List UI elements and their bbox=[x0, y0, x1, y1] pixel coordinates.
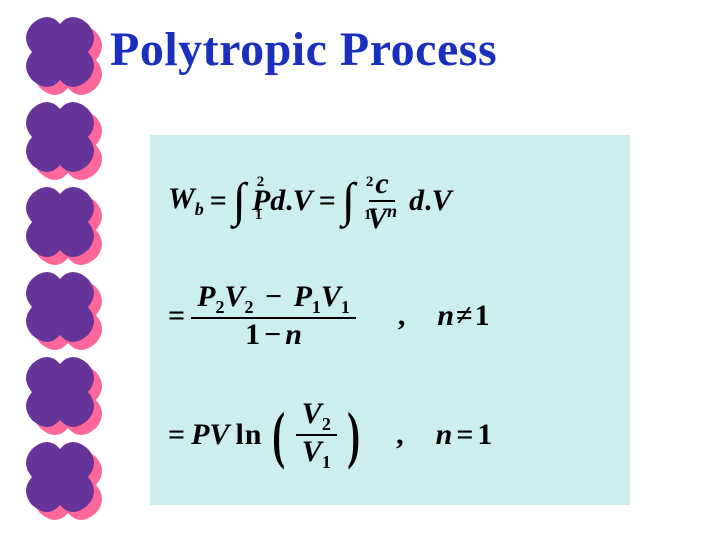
leaf-front-icon bbox=[20, 95, 100, 180]
slide: Polytropic Process Wb = ∫12 Pd.V = ∫12 c… bbox=[0, 0, 720, 540]
equation-box: Wb = ∫12 Pd.V = ∫12 c Vn d.V = P2V2 − P1… bbox=[150, 135, 630, 505]
equals: = bbox=[168, 299, 185, 333]
bullet-decoration bbox=[20, 10, 100, 520]
bullet-item bbox=[20, 350, 100, 435]
bullet-item bbox=[20, 435, 100, 520]
condition: n=1 bbox=[436, 418, 493, 452]
equals: = bbox=[168, 418, 185, 452]
leaf-front-icon bbox=[20, 265, 100, 350]
integral-icon: ∫12 bbox=[233, 177, 246, 225]
comma: , bbox=[396, 418, 404, 452]
leaf-front-icon bbox=[20, 180, 100, 265]
var-W: Wb bbox=[168, 182, 204, 220]
condition: n≠1 bbox=[437, 299, 489, 333]
comma: , bbox=[398, 299, 406, 333]
right-paren-icon: ) bbox=[347, 409, 360, 460]
leaf-front-icon bbox=[20, 435, 100, 520]
fraction: V2 V1 bbox=[296, 398, 337, 472]
leaf-front-icon bbox=[20, 350, 100, 435]
left-paren-icon: ( bbox=[273, 409, 286, 460]
bullet-item bbox=[20, 180, 100, 265]
integral-icon: ∫12 bbox=[342, 177, 355, 225]
page-title: Polytropic Process bbox=[110, 22, 497, 77]
ln: ln bbox=[235, 418, 262, 452]
equals: = bbox=[319, 184, 336, 218]
equals: = bbox=[210, 184, 227, 218]
bullet-item bbox=[20, 265, 100, 350]
differential: d.V bbox=[409, 184, 452, 218]
var-PV: PV bbox=[191, 418, 229, 452]
equation-line-2: = P2V2 − P1V1 1−n , n≠1 bbox=[168, 281, 612, 350]
equation-line-1: Wb = ∫12 Pd.V = ∫12 c Vn d.V bbox=[168, 168, 612, 234]
leaf-front-icon bbox=[20, 10, 100, 95]
fraction: P2V2 − P1V1 1−n bbox=[191, 281, 356, 350]
bullet-item bbox=[20, 10, 100, 95]
bullet-item bbox=[20, 95, 100, 180]
equation-line-3: = PV ln ( V2 V1 ) , n=1 bbox=[168, 398, 612, 472]
